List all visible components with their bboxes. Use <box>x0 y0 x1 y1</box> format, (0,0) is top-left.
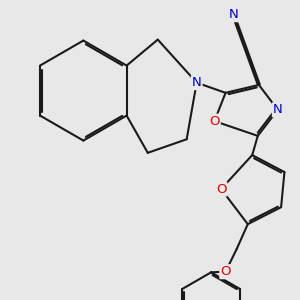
Text: O: O <box>216 183 226 196</box>
Text: N: N <box>192 76 202 89</box>
Text: N: N <box>273 103 283 116</box>
Text: O: O <box>209 115 220 128</box>
Text: O: O <box>220 265 231 278</box>
Text: N: N <box>229 8 238 21</box>
